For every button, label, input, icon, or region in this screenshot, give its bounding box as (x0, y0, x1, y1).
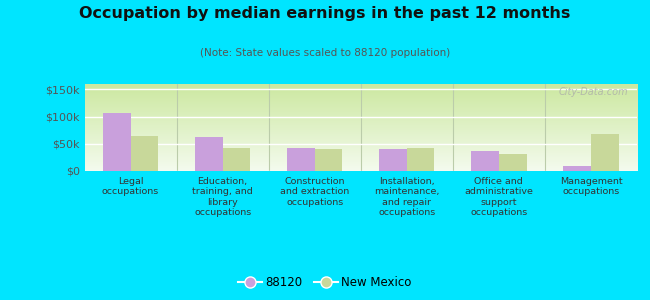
Bar (379, 149, 407, 171)
Legend: 88120, New Mexico: 88120, New Mexico (233, 272, 417, 294)
Bar (195, 137, 222, 171)
Bar (407, 148, 434, 171)
Bar (591, 134, 619, 171)
Bar (499, 154, 526, 171)
Bar (564, 166, 591, 171)
Text: Construction
and extraction
occupations: Construction and extraction occupations (280, 177, 349, 207)
Text: (Note: State values scaled to 88120 population): (Note: State values scaled to 88120 popu… (200, 48, 450, 58)
Text: Education,
training, and
library
occupations: Education, training, and library occupat… (192, 177, 253, 217)
Text: Installation,
maintenance,
and repair
occupations: Installation, maintenance, and repair oc… (374, 177, 439, 217)
Bar (471, 152, 499, 171)
Text: City-Data.com: City-Data.com (559, 87, 629, 97)
Text: Office and
administrative
support
occupations: Office and administrative support occupa… (465, 177, 533, 217)
Text: Legal
occupations: Legal occupations (102, 177, 159, 197)
Bar (287, 148, 315, 171)
Bar (222, 148, 250, 171)
Bar (315, 149, 343, 171)
Text: Occupation by median earnings in the past 12 months: Occupation by median earnings in the pas… (79, 6, 571, 21)
Bar (131, 136, 158, 171)
Text: Management
occupations: Management occupations (560, 177, 622, 197)
Bar (103, 113, 131, 171)
